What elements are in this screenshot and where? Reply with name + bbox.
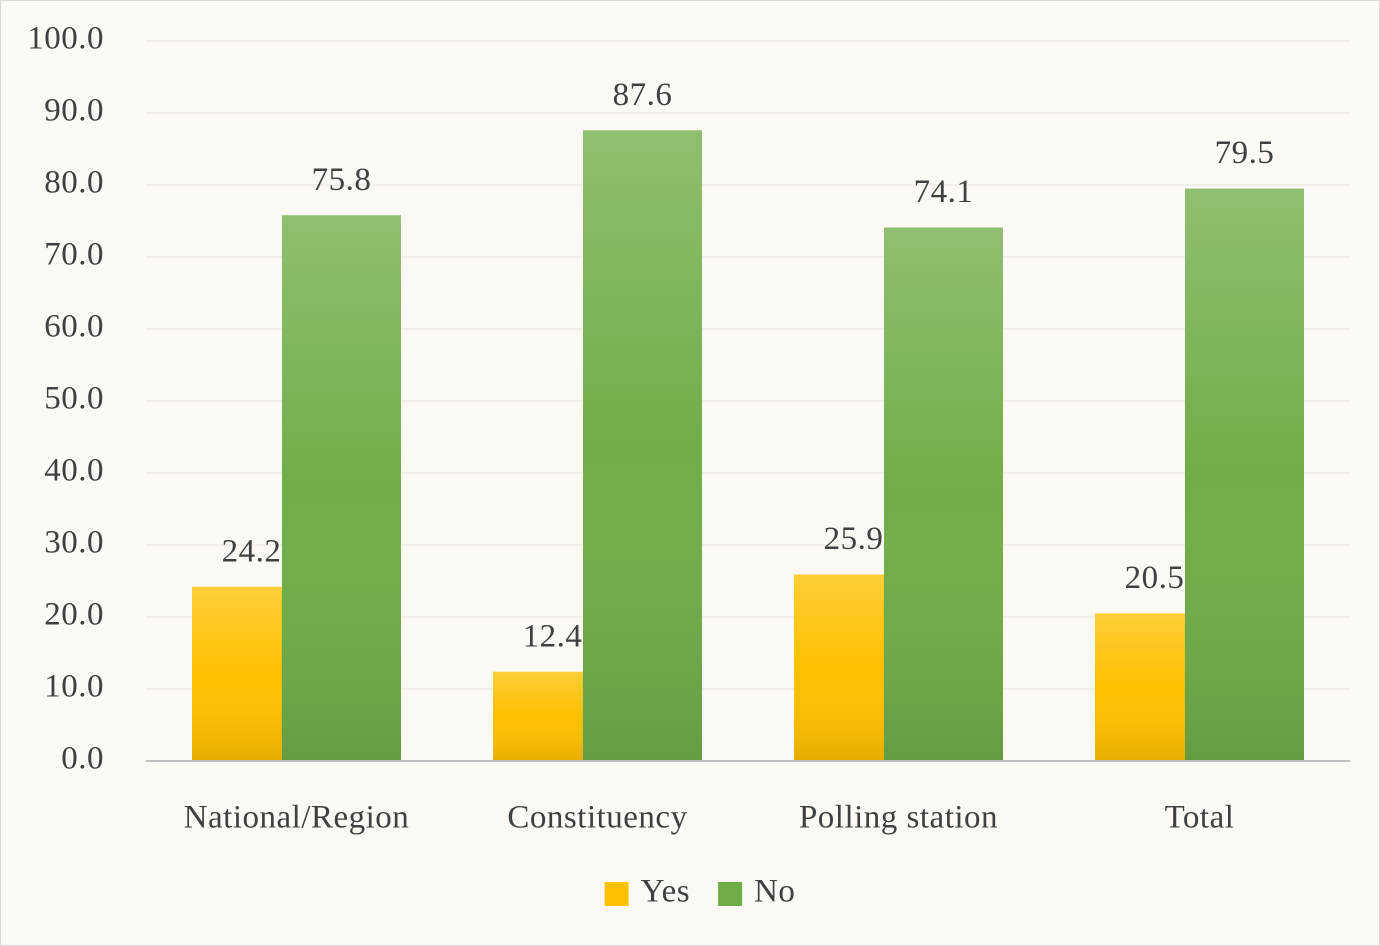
data-label: 12.4	[523, 618, 583, 654]
y-tick-label: 70.0	[44, 237, 104, 273]
y-tick-label: 80.0	[44, 165, 104, 201]
bar	[583, 130, 702, 761]
data-label: 75.8	[312, 162, 372, 198]
bar	[282, 215, 401, 762]
x-tick-label: National/Region	[184, 800, 410, 836]
x-tick-label: Total	[1165, 800, 1235, 836]
data-label: 87.6	[613, 77, 673, 113]
y-tick-label: 30.0	[44, 525, 104, 561]
x-tick-label: Constituency	[507, 800, 687, 836]
bar	[1185, 188, 1304, 762]
data-label: 24.2	[222, 533, 282, 569]
y-tick-label: 50.0	[44, 381, 104, 417]
y-tick-label: 90.0	[44, 93, 104, 129]
y-tick-label: 40.0	[44, 453, 104, 489]
legend-swatch	[718, 882, 743, 906]
bar	[884, 227, 1003, 762]
data-label: 74.1	[914, 174, 974, 210]
y-tick-label: 20.0	[44, 597, 104, 633]
y-tick-label: 60.0	[44, 309, 104, 345]
data-label: 20.5	[1125, 560, 1185, 596]
data-label: 79.5	[1215, 135, 1275, 171]
legend-label: No	[754, 874, 795, 910]
legend-label: Yes	[641, 874, 691, 910]
y-tick-label: 0.0	[61, 741, 104, 777]
data-label: 25.9	[824, 521, 884, 557]
y-tick-label: 100.0	[27, 21, 104, 57]
legend-swatch	[604, 882, 629, 906]
x-tick-label: Polling station	[799, 800, 998, 836]
legend: Yes No	[604, 874, 795, 910]
y-tick-label: 10.0	[44, 669, 104, 705]
